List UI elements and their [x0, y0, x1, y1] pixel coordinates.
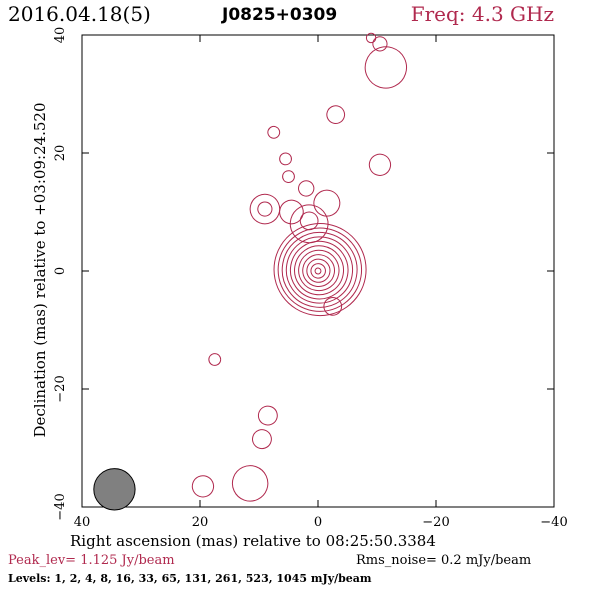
core-contour [285, 236, 354, 304]
peak-level: Peak_lev= 1.125 Jy/beam [8, 553, 175, 568]
y-tick-label: −20 [53, 375, 68, 402]
core-contour [289, 240, 349, 300]
frequency-label: Freq: 4.3 GHz [410, 2, 554, 26]
core-contour [310, 263, 326, 279]
jet-contour [267, 125, 281, 139]
jet-contour [208, 353, 222, 366]
rms-noise: Rms_noise= 0.2 mJy/beam [356, 553, 532, 568]
jet-contour [298, 180, 315, 197]
core-contour [298, 249, 340, 292]
jet-contour [257, 201, 273, 217]
beam-ellipse [93, 468, 136, 511]
core-contour [314, 267, 322, 275]
source-name: J0825+0309 [222, 5, 338, 25]
jet-contour [365, 32, 377, 44]
jet-contour [368, 153, 392, 176]
x-tick-label: 40 [74, 515, 91, 530]
jet-contour [231, 465, 269, 502]
observation-date: 2016.04.18(5) [8, 2, 151, 26]
jet-contour [323, 297, 343, 316]
jet-contour [249, 193, 281, 225]
x-tick-label: 0 [314, 515, 322, 530]
core-contour [306, 258, 331, 283]
jet-contour [252, 429, 272, 450]
jet-contour [279, 152, 292, 166]
y-axis-label: Declination (mas) relative to +03:09:24.… [31, 102, 49, 438]
x-tick-label: −20 [422, 515, 449, 530]
jet-contour [299, 211, 319, 231]
y-tick-label: −40 [53, 493, 68, 520]
jet-contour [191, 475, 215, 498]
contour-levels: Levels: 1, 2, 4, 8, 16, 33, 65, 131, 261… [8, 572, 372, 585]
x-axis-label: Right ascension (mas) relative to 08:25:… [70, 532, 436, 550]
y-tick-label: 0 [53, 267, 68, 275]
y-tick-label: 40 [53, 27, 68, 44]
jet-contour [313, 189, 341, 217]
jet-contour [282, 170, 295, 184]
jet-contour [372, 36, 388, 52]
jet-contour [364, 46, 408, 89]
core-contour [302, 254, 335, 287]
core-contour [294, 245, 345, 296]
jet-contour [257, 405, 278, 426]
jet-contour [326, 105, 346, 125]
x-tick-label: 20 [192, 515, 209, 530]
jet-contour [279, 199, 304, 225]
x-tick-label: −40 [540, 515, 567, 530]
plot-frame [81, 34, 555, 508]
y-tick-label: 20 [53, 145, 68, 162]
